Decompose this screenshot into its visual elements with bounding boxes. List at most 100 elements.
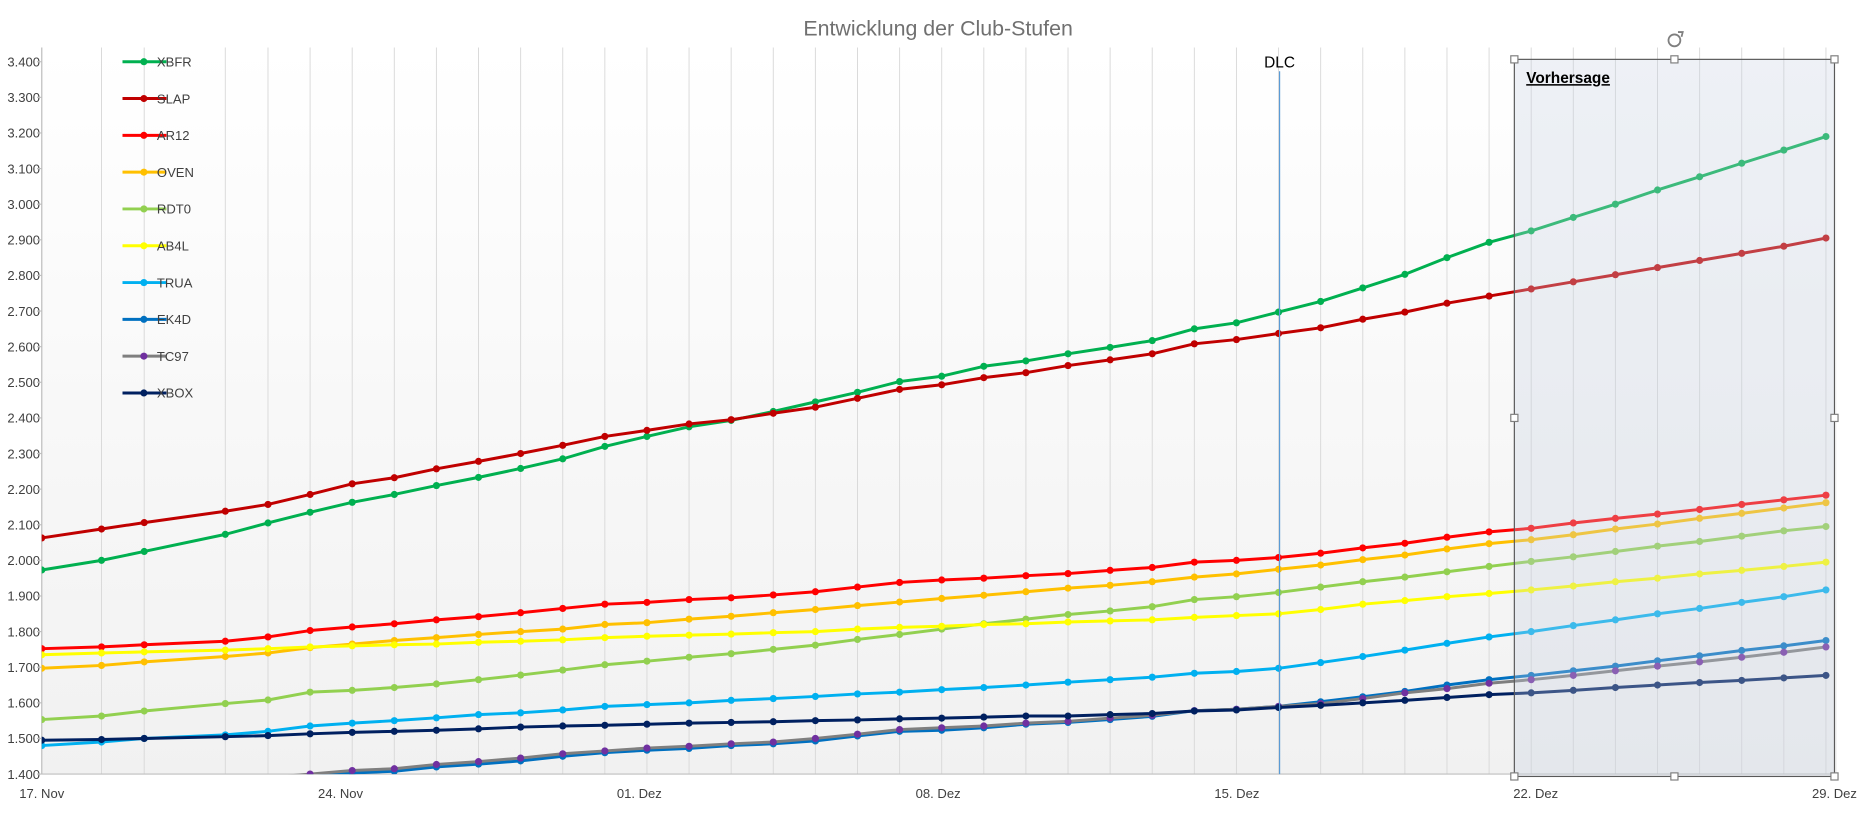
data-point <box>601 661 609 669</box>
data-point <box>1022 572 1030 580</box>
data-point <box>559 625 567 633</box>
data-point <box>1611 200 1619 208</box>
data-point <box>1485 238 1493 246</box>
data-point <box>474 630 483 639</box>
data-point <box>980 683 988 692</box>
data-point <box>1738 646 1746 655</box>
data-point <box>980 362 988 370</box>
data-point <box>1653 610 1662 618</box>
data-point <box>474 613 483 621</box>
data-point <box>1232 556 1241 564</box>
resize-handle[interactable] <box>1510 55 1519 64</box>
data-point <box>1822 558 1830 566</box>
data-point <box>1232 570 1241 578</box>
data-point <box>1738 532 1746 540</box>
data-point <box>601 600 609 608</box>
data-point <box>601 702 609 710</box>
data-point <box>1653 510 1662 518</box>
data-point <box>390 474 398 482</box>
data-point <box>306 626 314 635</box>
data-point <box>1696 537 1704 546</box>
data-point <box>896 378 904 386</box>
data-point <box>727 718 735 726</box>
data-point <box>306 688 314 696</box>
data-point <box>853 635 862 644</box>
resize-handle[interactable] <box>1830 413 1839 423</box>
data-point <box>896 598 904 606</box>
resize-handle[interactable] <box>1670 55 1679 64</box>
data-point <box>559 636 567 644</box>
forecast-label: Vorhersage <box>1526 70 1610 87</box>
data-point <box>601 747 609 755</box>
data-point <box>1359 315 1367 323</box>
data-point <box>41 664 46 672</box>
series-oven <box>41 499 1830 672</box>
resize-handle[interactable] <box>1670 772 1679 781</box>
y-tick-label: 3.400 <box>7 54 40 69</box>
data-point <box>222 781 229 788</box>
data-point <box>1653 186 1662 194</box>
resize-handle[interactable] <box>1510 772 1519 781</box>
forecast-box[interactable]: Vorhersage <box>1510 31 1839 781</box>
data-point <box>517 637 525 645</box>
rotate-handle-icon[interactable] <box>1667 31 1684 48</box>
data-point <box>1064 350 1072 358</box>
data-point <box>938 714 946 722</box>
data-point <box>1148 603 1156 611</box>
data-point <box>980 591 988 599</box>
resize-handle[interactable] <box>1830 55 1839 64</box>
data-point <box>1401 573 1409 581</box>
data-point <box>559 604 567 613</box>
data-point <box>727 650 735 658</box>
data-point <box>1064 361 1072 370</box>
data-point <box>348 642 356 650</box>
data-point <box>1148 709 1156 718</box>
data-point <box>1148 578 1156 586</box>
data-point <box>1232 335 1241 344</box>
series-line <box>41 673 1827 742</box>
data-point <box>1485 589 1493 598</box>
data-point <box>1696 514 1704 522</box>
y-tick-label: 1.600 <box>7 696 40 711</box>
data-point <box>1274 329 1283 338</box>
data-point <box>685 615 693 623</box>
data-point <box>727 630 735 638</box>
data-point <box>938 381 946 389</box>
data-point <box>1653 542 1662 550</box>
data-point <box>264 774 271 781</box>
data-point <box>1064 678 1072 686</box>
resize-handle[interactable] <box>1830 772 1839 781</box>
legend-item-slap: SLAP <box>122 91 191 106</box>
data-point <box>1822 499 1830 507</box>
data-point <box>1274 588 1283 596</box>
series-line <box>41 588 1827 748</box>
legend-item-tc97: TC97 <box>122 349 189 364</box>
data-point <box>1106 617 1114 625</box>
legend-marker <box>140 168 148 176</box>
data-point <box>1022 588 1030 596</box>
data-point <box>1822 586 1830 594</box>
data-point <box>348 480 356 488</box>
y-tick-label: 2.400 <box>7 411 40 426</box>
data-point <box>1443 693 1451 702</box>
data-point <box>769 738 777 746</box>
data-point <box>390 641 398 649</box>
data-point <box>1611 667 1619 675</box>
y-tick-label: 2.700 <box>7 304 40 319</box>
data-point <box>811 717 819 725</box>
rotate-circle <box>1667 33 1682 48</box>
data-point <box>1696 173 1704 181</box>
data-point <box>769 718 777 726</box>
data-point <box>1317 297 1325 305</box>
data-point <box>1190 340 1198 348</box>
data-point <box>97 735 106 744</box>
data-point <box>140 734 148 743</box>
legend-item-trua: TRUA <box>122 275 193 290</box>
data-point <box>1232 706 1241 714</box>
data-point <box>432 760 440 769</box>
data-point <box>1190 613 1198 621</box>
data-point <box>1780 674 1788 682</box>
data-point <box>432 465 440 473</box>
data-point <box>1822 671 1830 679</box>
resize-handle[interactable] <box>1510 413 1519 423</box>
